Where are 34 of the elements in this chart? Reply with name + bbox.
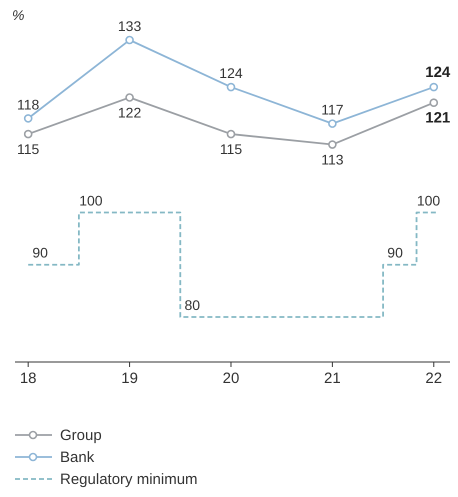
point xyxy=(328,119,337,128)
point xyxy=(24,130,32,138)
x-tick-label: 21 xyxy=(324,370,341,387)
x-tick-label: 20 xyxy=(222,370,240,387)
data-label: 122 xyxy=(118,104,142,120)
x-tick-label: 19 xyxy=(121,370,138,387)
legend-label: Bank xyxy=(60,449,95,466)
data-label: 100 xyxy=(79,192,103,208)
data-label: 113 xyxy=(321,152,344,168)
data-label: 100 xyxy=(416,192,440,208)
data-label: 124 xyxy=(219,65,243,82)
point xyxy=(226,130,236,138)
point xyxy=(125,93,134,102)
data-label: 90 xyxy=(32,244,48,261)
legend-label: Group xyxy=(60,427,102,444)
data-label: 115 xyxy=(17,141,40,158)
point xyxy=(429,82,438,92)
data-label: 121 xyxy=(425,110,450,127)
point xyxy=(24,114,32,123)
data-label: 124 xyxy=(425,64,451,82)
data-label: 133 xyxy=(118,18,142,34)
point xyxy=(125,36,134,44)
data-label: 90 xyxy=(387,244,404,261)
data-label: 80 xyxy=(184,297,200,313)
data-label: 118 xyxy=(17,96,40,112)
data-label: 115 xyxy=(220,141,242,158)
x-tick-label: 22 xyxy=(425,370,442,387)
point xyxy=(226,82,236,92)
x-tick-label: 18 xyxy=(20,370,37,387)
data-label: 117 xyxy=(321,102,344,118)
y-axis-title: % xyxy=(12,7,24,23)
point xyxy=(429,98,438,108)
legend-label: Regulatory minimum xyxy=(60,471,198,488)
point xyxy=(328,140,337,149)
